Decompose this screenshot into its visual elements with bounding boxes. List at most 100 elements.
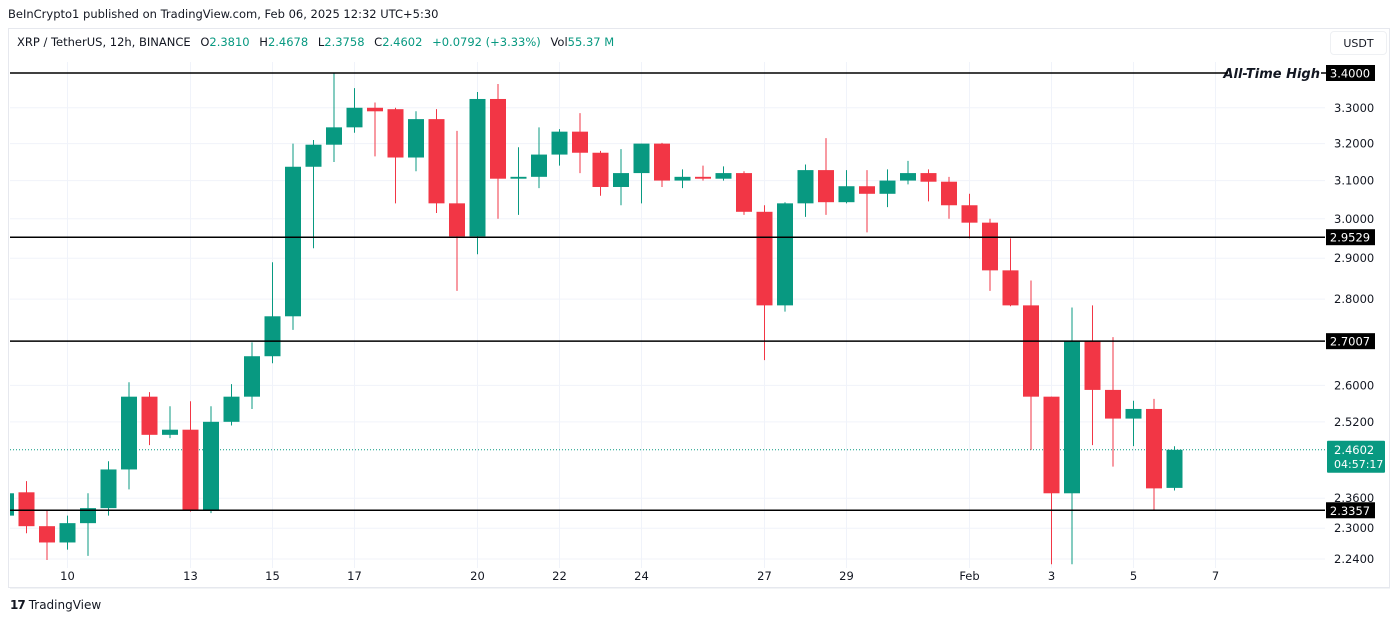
x-tick-label: 3	[1048, 569, 1055, 583]
candle-up[interactable]	[203, 421, 219, 511]
x-tick-label: 29	[839, 569, 854, 583]
level-price-label: 3.4000	[1330, 67, 1370, 81]
candle-down[interactable]	[592, 152, 609, 187]
candle-up[interactable]	[346, 107, 363, 128]
candle-down[interactable]	[449, 203, 465, 237]
x-tick-label: 27	[757, 569, 772, 583]
candle-up[interactable]	[797, 170, 814, 204]
candle-up[interactable]	[244, 356, 260, 397]
low-value: 2.3758	[324, 35, 365, 49]
level-price-badge	[1326, 333, 1375, 350]
candle-up[interactable]	[285, 166, 301, 317]
candle-up[interactable]	[305, 144, 322, 167]
candle-up[interactable]	[1064, 341, 1080, 494]
open-label: O	[200, 35, 210, 49]
candle-up[interactable]	[326, 127, 342, 145]
candle-up[interactable]	[900, 173, 916, 181]
candle-up[interactable]	[80, 508, 96, 524]
level-price-label: 2.9529	[1330, 231, 1370, 245]
candle-down[interactable]	[961, 205, 978, 223]
candle-up[interactable]	[408, 119, 424, 158]
y-tick-label: 2.3600	[1334, 491, 1374, 505]
level-price-badge	[1326, 502, 1375, 519]
symbol-name[interactable]: XRP / TetherUS, 12h, BINANCE	[17, 35, 191, 49]
y-tick-label: 3.2000	[1334, 137, 1374, 151]
y-tick-label: 2.8000	[1334, 292, 1374, 306]
y-tick-label: 3.1000	[1334, 174, 1374, 188]
change-value: +0.0792 (+3.33%)	[432, 35, 541, 49]
candle-up[interactable]	[531, 154, 547, 177]
candle-up[interactable]	[162, 429, 178, 435]
candle-up[interactable]	[879, 180, 896, 194]
x-tick-label: 5	[1130, 569, 1137, 583]
x-tick-label: 15	[265, 569, 280, 583]
y-tick-label: 3.0000	[1334, 212, 1374, 226]
level-price-badge	[1326, 65, 1375, 81]
candle-down[interactable]	[818, 170, 834, 203]
high-label: H	[259, 35, 268, 49]
tradingview-logo[interactable]: 17 TradingView	[10, 598, 101, 612]
y-tick-label: 2.6000	[1334, 378, 1374, 392]
high-value: 2.4678	[267, 35, 309, 49]
candle-down[interactable]	[654, 143, 670, 181]
y-tick-label: 3.3000	[1334, 101, 1374, 115]
x-tick-label: Feb	[959, 569, 979, 583]
candle-down[interactable]	[982, 222, 998, 271]
candle-down[interactable]	[1023, 305, 1039, 397]
candle-up[interactable]	[264, 316, 281, 357]
candle-down[interactable]	[141, 396, 158, 435]
candle-up[interactable]	[551, 131, 568, 155]
x-tick-label: 20	[470, 569, 485, 583]
candle-up[interactable]	[0, 493, 14, 516]
candle-up[interactable]	[1166, 449, 1183, 488]
candle-down[interactable]	[39, 526, 55, 543]
candle-down[interactable]	[428, 119, 445, 204]
candle-down[interactable]	[756, 211, 773, 306]
candle-down[interactable]	[859, 186, 875, 194]
tradingview-logo-icon: 17	[10, 598, 26, 612]
all-time-high-annotation: All-Time High	[1222, 67, 1320, 82]
candle-down[interactable]	[1043, 396, 1060, 494]
y-tick-label: 2.9000	[1334, 251, 1374, 265]
candle-down[interactable]	[920, 173, 937, 182]
candle-up[interactable]	[223, 396, 240, 422]
close-label: C	[374, 35, 383, 49]
candle-down[interactable]	[695, 176, 711, 179]
candle-up[interactable]	[59, 523, 76, 543]
candle-down[interactable]	[387, 109, 404, 158]
candle-up[interactable]	[674, 176, 691, 181]
volume-value: 55.37 M	[567, 35, 615, 49]
candle-up[interactable]	[469, 98, 486, 237]
candle-down[interactable]	[18, 492, 35, 527]
currency-button[interactable]: USDT	[1330, 31, 1387, 55]
candle-up[interactable]	[715, 173, 732, 179]
x-tick-label: 10	[60, 569, 75, 583]
candle-up[interactable]	[633, 143, 650, 174]
open-value: 2.3810	[209, 35, 250, 49]
x-tick-label: 17	[347, 569, 362, 583]
candle-up[interactable]	[121, 396, 137, 470]
candle-down[interactable]	[736, 173, 752, 212]
y-tick-label: 2.2400	[1334, 552, 1374, 566]
candle-down[interactable]	[941, 181, 957, 206]
y-tick-label: 2.5200	[1334, 415, 1374, 429]
low-label: L	[317, 35, 325, 49]
candle-down[interactable]	[490, 98, 506, 179]
symbol-legend: XRP / TetherUS, 12h, BINANCE O2.3810 H2.…	[17, 35, 614, 49]
candle-down[interactable]	[367, 107, 383, 112]
candle-up[interactable]	[613, 173, 629, 187]
candle-up[interactable]	[838, 186, 855, 203]
bar-countdown-label: 04:57:17	[1334, 458, 1383, 471]
candle-up[interactable]	[510, 176, 527, 179]
candle-down[interactable]	[572, 131, 588, 153]
candle-up[interactable]	[777, 203, 793, 306]
level-price-label: 2.3357	[1330, 504, 1370, 518]
candle-down[interactable]	[182, 429, 199, 511]
candle-down[interactable]	[1146, 408, 1162, 489]
candle-up[interactable]	[100, 469, 117, 509]
candle-down[interactable]	[1002, 270, 1019, 306]
candle-down[interactable]	[1084, 341, 1101, 390]
candle-down[interactable]	[1105, 389, 1121, 419]
candle-up[interactable]	[1125, 408, 1142, 419]
